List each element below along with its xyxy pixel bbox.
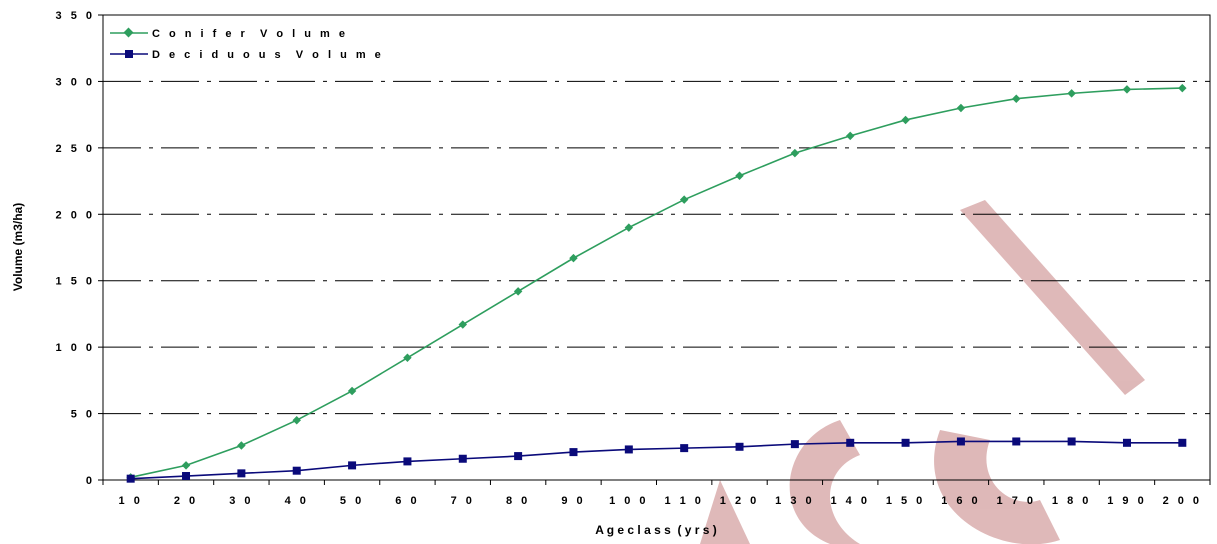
data-point-1 — [403, 457, 412, 466]
y-axis-ticks: 0 5 0 1 0 0 1 5 0 2 0 0 2 5 0 3 0 0 3 5 0 — [56, 10, 103, 487]
legend-deciduous-label: D e c i d u o u s V o l u m e — [152, 49, 384, 61]
data-point-1 — [514, 452, 523, 461]
x-tick-label: 4 0 — [285, 495, 309, 507]
plot-area-border — [102, 14, 1211, 481]
x-tick-label: 5 0 — [340, 495, 364, 507]
data-point-1 — [680, 444, 689, 453]
data-point-0 — [845, 131, 855, 141]
legend-conifer-label: C o n i f e r V o l u m e — [152, 28, 348, 40]
data-point-0 — [181, 461, 191, 470]
data-point-1 — [182, 472, 191, 481]
gridlines — [103, 80, 1210, 415]
y-tick-label: 5 0 — [71, 409, 95, 421]
series-line-1 — [130, 440, 1183, 480]
data-point-1 — [237, 469, 246, 478]
y-tick-label: 0 — [86, 475, 95, 487]
x-tick-label: 8 0 — [506, 495, 530, 507]
data-point-0 — [347, 386, 357, 396]
data-point-0 — [513, 287, 523, 296]
data-point-0 — [569, 253, 578, 263]
x-tick-label: 1 4 0 — [830, 495, 869, 507]
data-point-0 — [1122, 85, 1132, 94]
legend-conifer-marker — [123, 27, 134, 38]
x-tick-label: 9 0 — [561, 495, 585, 507]
data-point-1 — [1067, 437, 1076, 446]
x-tick-label: 1 3 0 — [775, 495, 814, 507]
x-tick-label: 7 0 — [451, 495, 475, 507]
data-point-0 — [624, 223, 634, 232]
x-tick-label: 1 0 — [119, 495, 143, 507]
data-point-0 — [1012, 94, 1021, 103]
data-point-0 — [1067, 89, 1076, 98]
data-point-0 — [790, 148, 800, 158]
x-tick-label: 1 5 0 — [886, 495, 925, 507]
y-tick-label: 3 0 0 — [56, 76, 95, 88]
y-tick-label: 1 0 0 — [56, 342, 95, 354]
data-point-1 — [790, 440, 799, 449]
x-tick-label: 2 0 0 — [1163, 495, 1202, 507]
data-point-0 — [679, 195, 689, 204]
data-point-0 — [292, 415, 301, 425]
x-tick-label: 1 1 0 — [664, 495, 703, 507]
x-tick-label: 1 0 0 — [609, 495, 648, 507]
data-point-1 — [458, 454, 467, 463]
watermark — [700, 200, 1145, 544]
x-tick-label: 1 7 0 — [997, 495, 1036, 507]
data-point-1 — [569, 448, 578, 457]
x-tick-label: 1 2 0 — [720, 495, 759, 507]
x-axis-ticks: 1 0 2 0 3 0 4 0 5 0 6 0 7 0 8 0 9 0 1 0 0 1 1 0 1 2… — [102, 480, 1211, 507]
series-line-0 — [130, 87, 1183, 479]
data-point-0 — [956, 103, 966, 113]
legend-deciduous-marker — [125, 50, 133, 58]
x-tick-label: 1 9 0 — [1107, 495, 1146, 507]
y-tick-label: 1 5 0 — [56, 276, 95, 288]
data-point-1 — [126, 474, 135, 483]
x-tick-label: 2 0 — [174, 495, 198, 507]
x-tick-label: 1 8 0 — [1052, 495, 1091, 507]
y-tick-label: 2 5 0 — [56, 143, 95, 155]
data-point-0 — [237, 441, 246, 450]
data-point-1 — [624, 445, 633, 454]
data-point-1 — [956, 437, 965, 446]
data-point-1 — [1178, 438, 1187, 447]
data-point-0 — [403, 353, 412, 363]
legend: C o n i f e r V o l u m e D e c i d u o … — [110, 27, 384, 61]
x-tick-label: 3 0 — [229, 495, 253, 507]
data-point-0 — [458, 320, 468, 329]
data-point-1 — [1122, 438, 1131, 447]
x-tick-label: 1 6 0 — [941, 495, 980, 507]
data-point-1 — [1012, 437, 1021, 446]
data-point-0 — [735, 171, 744, 180]
data-point-1 — [348, 461, 357, 470]
data-point-0 — [1178, 83, 1187, 93]
data-point-1 — [292, 466, 301, 475]
data-point-1 — [735, 442, 744, 451]
data-point-1 — [846, 438, 855, 447]
y-tick-label: 3 5 0 — [56, 10, 95, 22]
data-point-0 — [901, 115, 910, 125]
y-axis-title: Volume (m3/ha) — [11, 203, 25, 291]
y-tick-label: 2 0 0 — [56, 209, 95, 221]
x-axis-title: A g e c l a s s ( y r s ) — [595, 523, 717, 537]
x-tick-label: 6 0 — [395, 495, 419, 507]
data-point-1 — [901, 438, 910, 447]
